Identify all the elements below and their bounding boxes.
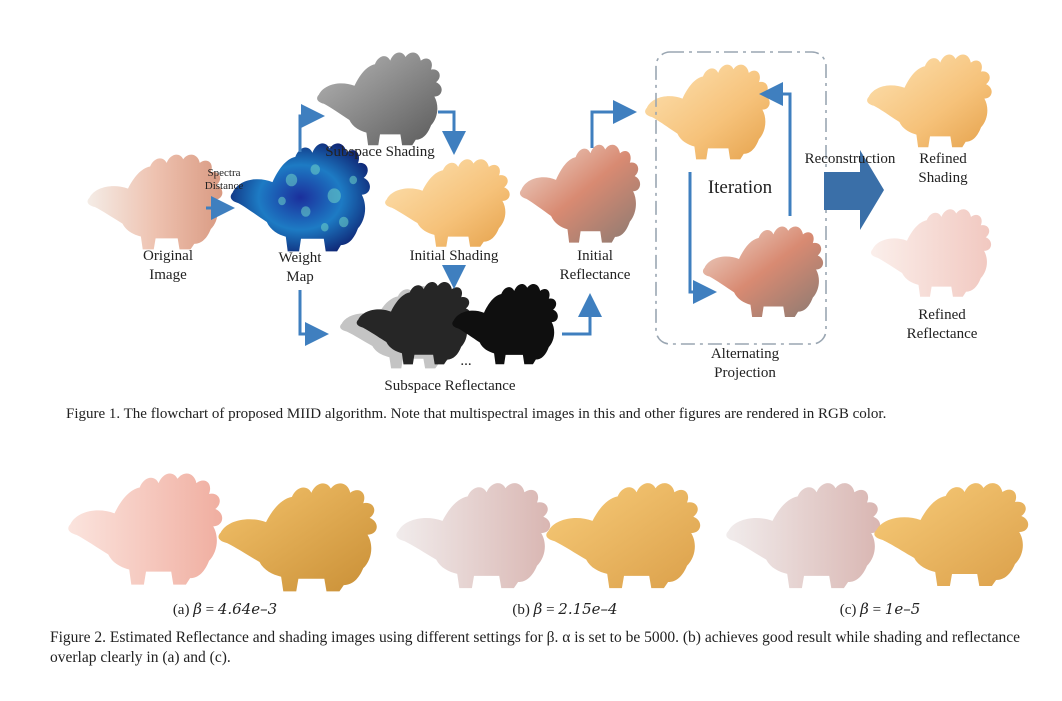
fig2-c-shading-image [874, 483, 1029, 586]
label-initial-shading: Initial Shading [409, 248, 499, 264]
figure2-caption: Figure 2. Estimated Reflectance and shad… [50, 629, 1020, 666]
label-spectra-distance: Spectra Distance [204, 167, 244, 192]
panel-c-equals: = [872, 602, 882, 618]
fig2-panel-a-label: (a) β = 4.64e–3 [150, 600, 300, 619]
label-subspace-shading: Subspace Shading [325, 144, 435, 160]
label-initial-reflectance: Initial Reflectance [559, 248, 631, 283]
label-subspace-reflectance: Subspace Reflectance [384, 378, 516, 394]
arrow-weightmap-to-subspace-shading [298, 104, 325, 152]
panel-a-value: 4.64e–3 [217, 600, 278, 618]
arrow-subspace-shading-to-initial-shading [438, 110, 466, 155]
iteration-reflectance-image [702, 226, 824, 318]
arrow-subspace-reflectance-to-initial-reflectance [562, 293, 602, 336]
fig2-panel-b-label: (b) β = 2.15e–4 [490, 600, 640, 619]
panel-a-tag: (a) [172, 602, 190, 618]
alternating-projection-box [655, 51, 827, 345]
refined-shading-image [867, 54, 992, 148]
label-original-image: Original Image [143, 248, 193, 283]
fig2-panel-c-label: (c) β = 1e–5 [810, 600, 950, 619]
arrow-initial-reflectance-to-iteration-shading [590, 100, 637, 148]
initial-shading-image [385, 159, 510, 247]
fig2-a-shading-image [218, 483, 377, 592]
weight-map-image [230, 143, 370, 252]
fig2-b-shading-image [546, 483, 701, 589]
fig2-c-reflectance-image [726, 483, 881, 589]
panel-b-equals: = [546, 602, 555, 618]
panel-c-value: 1e–5 [884, 600, 921, 618]
fig2-a-reflectance-image [68, 473, 223, 585]
label-refined-shading: Refined Shading [918, 151, 968, 186]
arrow-iteration-down [688, 172, 717, 304]
subspace-shading-image [317, 52, 442, 146]
panel-b-tag: (b) [512, 602, 530, 618]
panel-a-equals: = [205, 602, 215, 618]
label-weight-map: Weight Map [278, 250, 322, 285]
panel-c-beta: β [860, 600, 869, 618]
panel-b-value: 2.15e–4 [558, 600, 618, 618]
reconstruction-arrow [824, 150, 884, 230]
arrow-iteration-up [759, 82, 792, 216]
refined-reflectance-image [870, 209, 992, 297]
iteration-shading-image [645, 64, 770, 160]
label-iteration: Iteration [707, 177, 773, 198]
fig2-b-reflectance-image [396, 483, 551, 589]
panel-c-tag: (c) [839, 602, 857, 618]
label-refined-reflectance: Refined Reflectance [906, 307, 978, 342]
label-ellipsis: ... [460, 353, 472, 369]
figure1-caption: Figure 1. The flowchart of proposed MIID… [66, 406, 887, 422]
panel-a-beta: β [193, 600, 202, 618]
arrow-weightmap-to-subspace-reflectance [298, 290, 329, 346]
initial-reflectance-image [519, 144, 641, 243]
label-alternating-projection: Alternating Projection [710, 346, 780, 381]
panel-b-beta: β [533, 600, 543, 618]
label-reconstruction: Reconstruction [804, 151, 896, 167]
